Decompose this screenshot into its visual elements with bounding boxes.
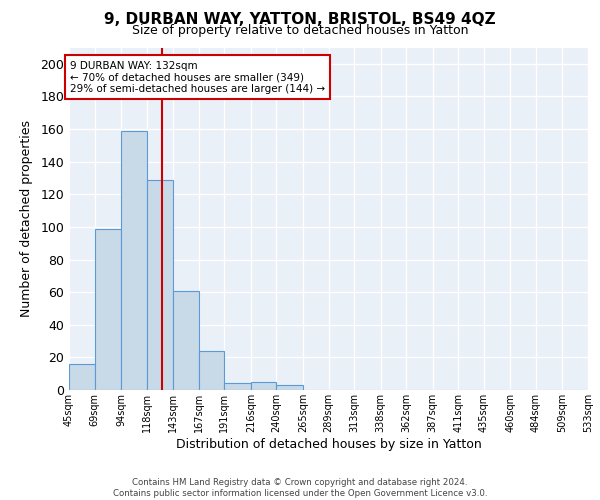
Y-axis label: Number of detached properties: Number of detached properties <box>20 120 34 318</box>
Bar <box>199 351 224 390</box>
Text: Size of property relative to detached houses in Yatton: Size of property relative to detached ho… <box>132 24 468 37</box>
Bar <box>95 228 121 390</box>
Text: 9, DURBAN WAY, YATTON, BRISTOL, BS49 4QZ: 9, DURBAN WAY, YATTON, BRISTOL, BS49 4QZ <box>104 12 496 28</box>
Text: Contains HM Land Registry data © Crown copyright and database right 2024.
Contai: Contains HM Land Registry data © Crown c… <box>113 478 487 498</box>
Bar <box>173 290 199 390</box>
Bar <box>277 385 303 390</box>
Bar <box>69 364 95 390</box>
Bar <box>121 130 146 390</box>
Text: 9 DURBAN WAY: 132sqm
← 70% of detached houses are smaller (349)
29% of semi-deta: 9 DURBAN WAY: 132sqm ← 70% of detached h… <box>70 60 325 94</box>
Bar <box>224 384 251 390</box>
X-axis label: Distribution of detached houses by size in Yatton: Distribution of detached houses by size … <box>176 438 481 450</box>
Bar <box>251 382 277 390</box>
Bar <box>146 180 173 390</box>
